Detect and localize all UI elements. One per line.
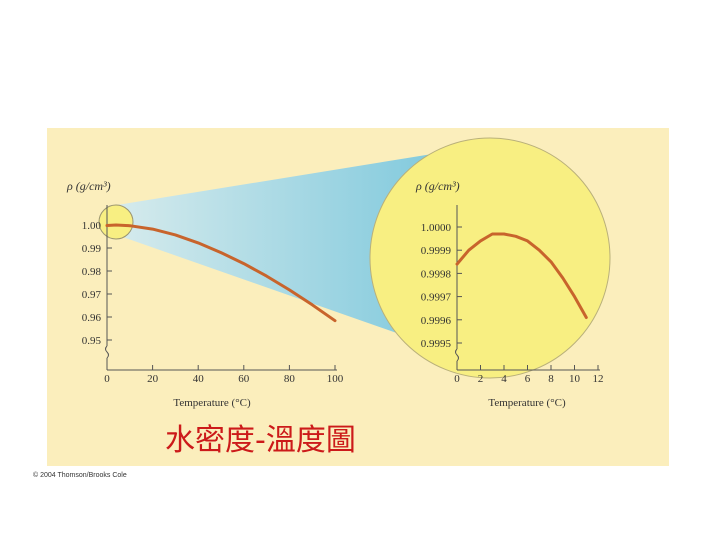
inset-chart: 1.0000 0.9999 0.9998 0.9997 0.9996 0.9995 0 2 4 6…: [415, 179, 604, 409]
y-tick-label: 0.98: [82, 266, 102, 278]
y-tick-label: 1.0000: [421, 222, 452, 234]
x-tick-label: 2: [478, 373, 484, 385]
x-tick-label: 0: [454, 373, 460, 385]
x-tick-label: 6: [525, 373, 531, 385]
x-tick-label: 80: [284, 373, 296, 385]
y-tick-label: 0.9998: [421, 268, 452, 280]
y-tick-label: 0.9999: [421, 245, 452, 257]
x-axis-title: Temperature (°C): [173, 397, 251, 409]
x-tick-label: 100: [327, 373, 344, 385]
y-tick-label: 0.96: [82, 312, 102, 324]
y-axis-title: ρ (g/cm³): [66, 179, 111, 193]
density-curve: [105, 223, 337, 323]
density-curve: [455, 232, 588, 319]
zoom-lens-small: [98, 204, 134, 240]
zoom-lens-large: [369, 137, 611, 379]
y-tick-label: 0.99: [82, 243, 102, 255]
x-tick-label: 8: [548, 373, 554, 385]
y-tick-label: 0.9997: [421, 292, 452, 304]
handwritten-annotation: 水密度-溫度圖: [165, 423, 356, 458]
y-tick-label: 0.9995: [421, 338, 452, 350]
x-tick-label: 60: [238, 373, 250, 385]
x-tick-label: 40: [193, 373, 205, 385]
x-tick-label: 4: [501, 373, 507, 385]
main-chart: 1.00 0.99 0.98 0.97 0.96 0.95 0 20 40 60 80 100 ρ (g…: [66, 179, 344, 409]
y-axis-title: ρ (g/cm³): [415, 179, 460, 193]
x-tick-label: 10: [569, 373, 581, 385]
y-tick-label: 1.00: [82, 220, 102, 232]
y-tick-label: 0.9996: [421, 315, 452, 327]
x-tick-label: 0: [104, 373, 110, 385]
x-tick-label: 20: [147, 373, 159, 385]
y-tick-label: 0.97: [82, 289, 102, 301]
y-axis-break: [455, 348, 459, 362]
y-axis-break: [105, 345, 109, 359]
copyright-notice: © 2004 Thomson/Brooks Cole: [33, 472, 127, 479]
x-tick-label: 12: [593, 373, 604, 385]
y-tick-label: 0.95: [82, 335, 102, 347]
x-axis-title: Temperature (°C): [488, 397, 566, 409]
